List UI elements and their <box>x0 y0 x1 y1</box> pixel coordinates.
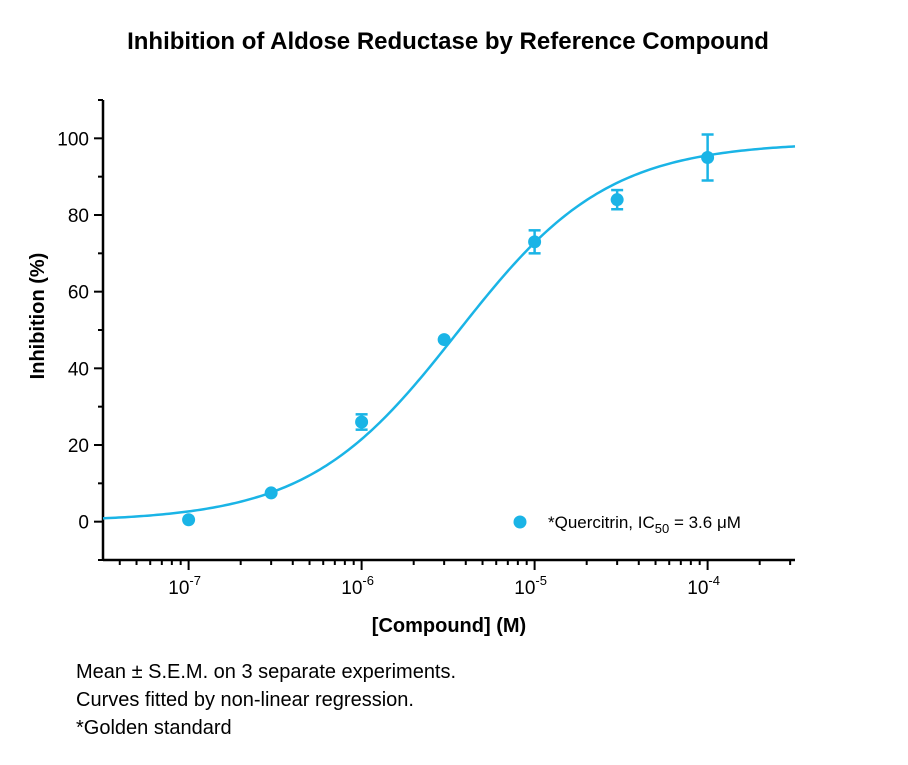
footnote-sem: Mean ± S.E.M. on 3 separate experiments. <box>76 661 457 683</box>
legend-label: *Quercitrin, IC50 = 3.6 μM <box>548 513 741 536</box>
data-point <box>437 333 451 347</box>
x-tick-label: 10-7 <box>168 573 201 599</box>
y-tick-label: 100 <box>57 129 89 150</box>
legend-marker <box>513 515 527 529</box>
data-point <box>355 415 369 429</box>
y-tick-label: 80 <box>68 206 89 227</box>
y-tick-label: 0 <box>78 513 89 534</box>
legend-group: *Quercitrin, IC50 = 3.6 μM <box>513 513 741 536</box>
footnote-golden-standard: *Golden standard <box>76 717 232 739</box>
data-point <box>701 151 715 164</box>
axes-group: 0 20 40 60 80 100 10-7 10-6 10-5 10-4 <box>57 99 795 599</box>
x-tick-label: 10-5 <box>514 573 547 599</box>
fit-curve-group <box>102 145 796 520</box>
data-point <box>610 193 624 207</box>
x-axis-label: [Compound] (M) <box>372 615 526 637</box>
fit-curve <box>102 145 796 520</box>
chart-title: Inhibition of Aldose Reductase by Refere… <box>127 28 769 55</box>
data-points-group <box>182 133 715 527</box>
x-tick-label: 10-4 <box>687 573 720 599</box>
y-tick-label: 20 <box>68 436 89 457</box>
y-tick-label: 60 <box>68 283 89 304</box>
x-tick-label: 10-6 <box>341 573 374 599</box>
footnote-fit: Curves fitted by non-linear regression. <box>76 689 414 711</box>
data-point <box>182 513 196 527</box>
y-axis-label: Inhibition (%) <box>27 253 49 380</box>
data-point <box>528 235 542 249</box>
y-tick-label: 40 <box>68 359 89 380</box>
data-point <box>264 486 278 500</box>
